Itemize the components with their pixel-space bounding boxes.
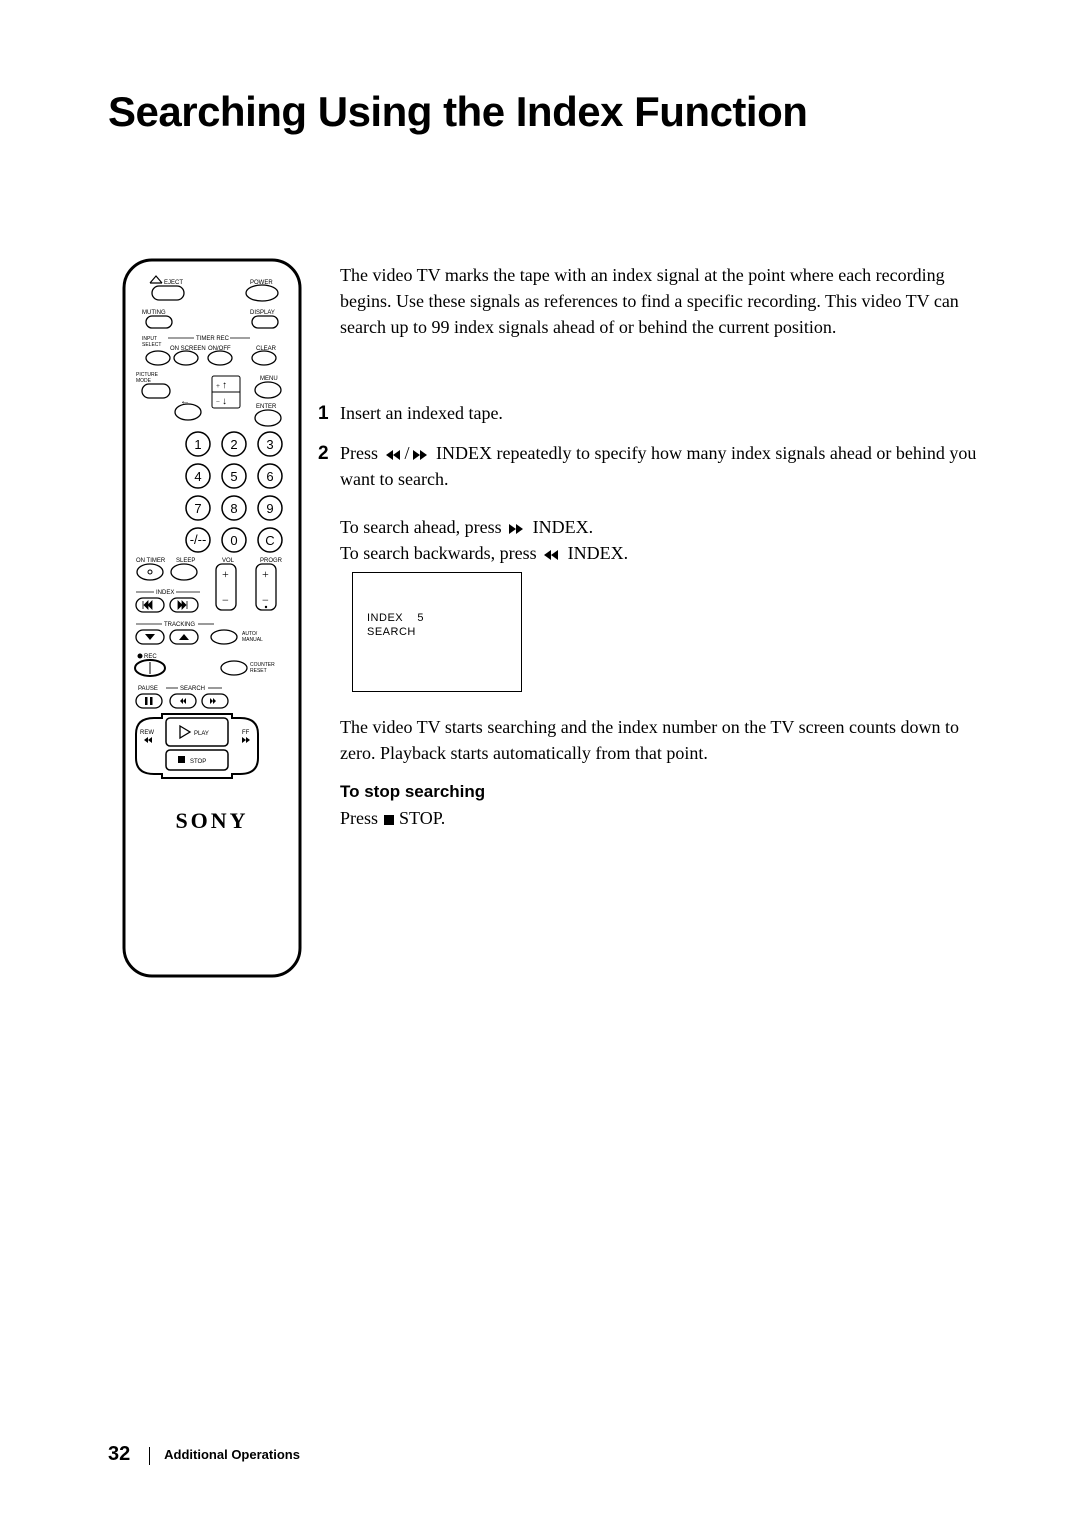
svg-text:9: 9 — [266, 501, 273, 516]
svg-text:INPUTSELECT: INPUTSELECT — [142, 336, 161, 348]
svg-text:1: 1 — [194, 437, 201, 452]
stop-section: To stop searching Press STOP. — [340, 780, 980, 831]
stop-icon — [383, 814, 395, 826]
page-title: Searching Using the Index Function — [108, 88, 807, 136]
svg-text:−: − — [222, 593, 229, 607]
search-back-suffix: INDEX. — [563, 543, 628, 563]
svg-text:−: − — [262, 593, 269, 607]
timer-rec-label: TIMER REC — [196, 336, 230, 342]
svg-text:−: − — [216, 398, 220, 406]
stop-heading: To stop searching — [340, 780, 980, 805]
svg-text:7: 7 — [194, 501, 201, 516]
rew-label: REW — [140, 730, 154, 736]
step-2: 2 Press / INDEX repeatedly to specify ho… — [340, 440, 980, 566]
remote-control-diagram: EJECT POWER MUTING DISPLAY INPUTSELECT T… — [122, 258, 302, 978]
svg-text:-/--: -/-- — [190, 532, 207, 547]
skip-fwd-icon — [410, 449, 432, 461]
search-ahead-suffix: INDEX. — [528, 517, 593, 537]
step-1-text: Insert an indexed tape. — [340, 403, 503, 423]
skip-fwd-icon — [506, 523, 528, 535]
svg-text:+: + — [222, 567, 229, 581]
footer-section-label: Additional Operations — [164, 1447, 300, 1462]
stop-label: STOP — [190, 759, 206, 765]
index-label: INDEX — [156, 590, 174, 596]
svg-text:3: 3 — [266, 437, 273, 452]
svg-text:5: 5 — [230, 469, 237, 484]
svg-text:0: 0 — [230, 533, 237, 548]
step-1-number: 1 — [318, 400, 329, 428]
eject-label: EJECT — [164, 280, 183, 286]
onscreen-line1: INDEX 5 — [367, 612, 424, 624]
svg-text:C: C — [265, 533, 274, 548]
svg-text:4: 4 — [194, 469, 201, 484]
onscreen-line2: SEARCH — [367, 626, 416, 638]
step-1: 1 Insert an indexed tape. — [340, 400, 980, 426]
page-number: 32 — [108, 1443, 130, 1465]
tv-screen-preview: INDEX 5 SEARCH — [352, 572, 522, 692]
ff-label: FF — [242, 730, 250, 736]
search-label: SEARCH — [180, 686, 205, 692]
svg-text:←: ← — [180, 396, 190, 407]
svg-text:6: 6 — [266, 469, 273, 484]
skip-back-icon — [541, 549, 563, 561]
play-label: PLAY — [194, 731, 209, 737]
brand-label: SONY — [175, 808, 248, 833]
vol-label: VOL — [222, 558, 235, 564]
search-ahead-prefix: To search ahead, press — [340, 517, 506, 537]
pause-label: PAUSE — [138, 686, 158, 692]
intro-paragraph: The video TV marks the tape with an inde… — [340, 262, 980, 340]
menu-label: MENU — [260, 376, 278, 382]
tracking-label: TRACKING — [164, 622, 195, 628]
step-2-mid: INDEX repeatedly to specify how many ind… — [340, 443, 976, 489]
progr-label: PROGR — [260, 558, 283, 564]
after-box-paragraph: The video TV starts searching and the in… — [340, 714, 980, 766]
stop-suffix: STOP. — [395, 808, 446, 828]
footer-divider — [149, 1447, 150, 1465]
display-label: DISPLAY — [250, 310, 275, 316]
step-2-number: 2 — [318, 440, 329, 468]
number-pad: 1 2 3 4 5 6 7 8 9 -/-- 0 C — [186, 432, 282, 552]
svg-text:AUTO/MANUAL: AUTO/MANUAL — [242, 631, 263, 643]
svg-text:8: 8 — [230, 501, 237, 516]
svg-text:PICTUREMODE: PICTUREMODE — [136, 372, 159, 384]
skip-back-icon — [383, 449, 405, 461]
sleep-label: SLEEP — [176, 558, 195, 564]
stop-prefix: Press — [340, 808, 383, 828]
svg-text:+: + — [262, 567, 269, 581]
svg-text:COUNTERRESET: COUNTERRESET — [250, 662, 275, 674]
svg-text:↑: ↑ — [222, 380, 227, 391]
svg-text:↓: ↓ — [222, 396, 227, 407]
svg-text:2: 2 — [230, 437, 237, 452]
step-2-prefix: Press — [340, 443, 383, 463]
svg-text:+: + — [216, 382, 220, 390]
page-footer: 32 Additional Operations — [108, 1443, 300, 1466]
search-back-prefix: To search backwards, press — [340, 543, 541, 563]
ontimer-label: ON TIMER — [136, 558, 166, 564]
muting-label: MUTING — [142, 310, 166, 316]
enter-label: ENTER — [256, 404, 277, 410]
